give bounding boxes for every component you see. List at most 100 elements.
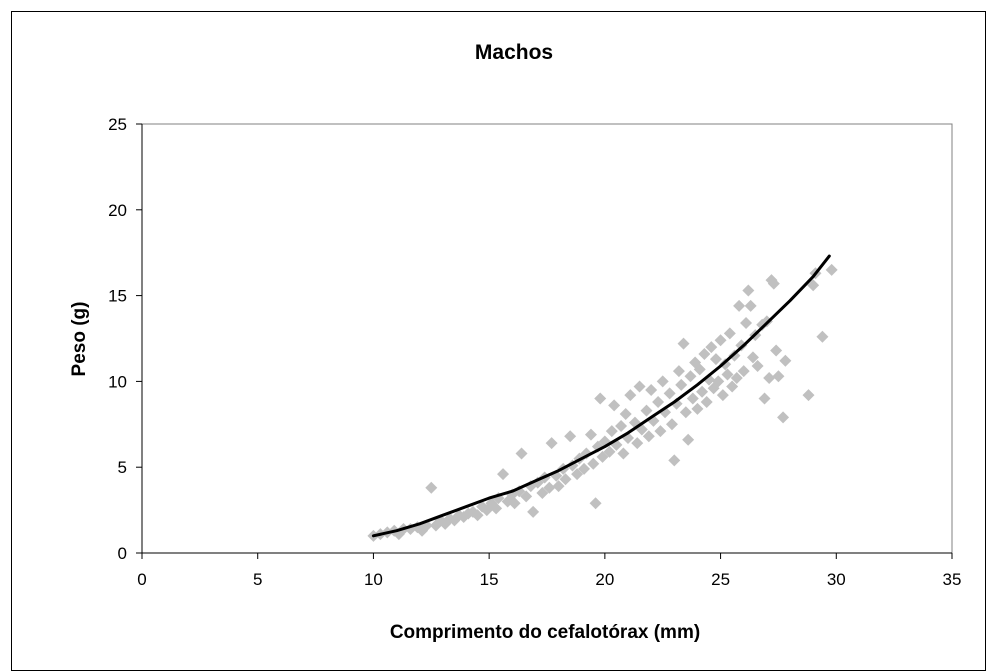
data-point	[807, 279, 820, 292]
y-tick-label: 20	[108, 201, 127, 220]
data-point	[733, 299, 746, 312]
data-point	[709, 353, 722, 366]
data-point	[700, 395, 713, 408]
data-point	[716, 389, 729, 402]
x-tick-label: 20	[595, 570, 614, 589]
data-point	[527, 505, 540, 518]
data-point	[645, 383, 658, 396]
x-tick-label: 15	[480, 570, 499, 589]
x-tick-label: 0	[137, 570, 146, 589]
y-axis: 0 5 10 15 20 25	[108, 115, 143, 563]
x-tick-label: 5	[253, 570, 262, 589]
x-tick-label: 30	[827, 570, 846, 589]
data-point	[490, 502, 503, 515]
data-point	[737, 365, 750, 378]
data-point	[520, 490, 533, 503]
data-point	[679, 406, 692, 419]
data-point	[571, 468, 584, 481]
data-point	[682, 433, 695, 446]
data-point	[677, 337, 690, 350]
data-point	[740, 317, 753, 330]
data-point	[712, 375, 725, 388]
data-point	[501, 495, 514, 508]
data-point	[705, 341, 718, 354]
x-tick-label: 10	[364, 570, 383, 589]
data-point	[825, 263, 838, 276]
x-axis-label: Comprimento do cefalotórax (mm)	[390, 622, 700, 643]
data-point	[536, 486, 549, 499]
data-point	[631, 437, 644, 450]
data-point	[686, 392, 699, 405]
x-axis: 0 5 10 15 20 25 30 35	[137, 552, 961, 589]
data-point	[770, 344, 783, 357]
data-point	[578, 462, 591, 475]
data-point	[652, 395, 665, 408]
data-point	[589, 497, 602, 510]
data-point	[619, 408, 632, 421]
data-point	[723, 327, 736, 340]
data-point	[744, 299, 757, 312]
y-tick-label: 15	[108, 287, 127, 306]
data-point	[508, 497, 521, 510]
data-point	[696, 385, 709, 398]
data-point	[767, 277, 780, 290]
data-point	[545, 437, 558, 450]
data-point	[515, 447, 528, 460]
data-point	[730, 371, 743, 384]
data-point	[742, 284, 755, 297]
data-point	[587, 457, 600, 470]
data-point	[497, 468, 510, 481]
data-point	[763, 371, 776, 384]
data-point	[665, 418, 678, 431]
data-point	[617, 447, 630, 460]
y-tick-label: 0	[118, 544, 127, 563]
data-point	[726, 380, 739, 393]
data-point	[543, 481, 556, 494]
data-point	[605, 425, 618, 438]
data-point	[425, 481, 438, 494]
trend-line	[371, 254, 831, 538]
data-point	[564, 430, 577, 443]
data-point	[691, 402, 704, 415]
y-tick-label: 25	[108, 115, 127, 134]
data-point	[603, 445, 616, 458]
data-point	[471, 509, 484, 522]
data-points	[367, 263, 838, 542]
data-point	[656, 375, 669, 388]
data-point	[640, 404, 653, 417]
data-point	[802, 389, 815, 402]
data-point	[584, 428, 597, 441]
data-point	[663, 387, 676, 400]
y-tick-label: 5	[118, 458, 127, 477]
data-point	[698, 347, 711, 360]
data-point	[596, 450, 609, 463]
data-point	[779, 354, 792, 367]
data-point	[751, 359, 764, 372]
data-point	[608, 399, 621, 412]
data-point	[746, 351, 759, 364]
data-point	[672, 365, 685, 378]
data-point	[714, 334, 727, 347]
y-axis-label: Peso (g)	[69, 302, 90, 377]
data-point	[594, 392, 607, 405]
data-point	[624, 389, 637, 402]
chart-title: Machos	[475, 41, 553, 64]
y-tick-label: 10	[108, 372, 127, 391]
data-point	[476, 500, 489, 513]
data-point	[633, 380, 646, 393]
data-point	[758, 392, 771, 405]
data-point	[777, 411, 790, 424]
data-point	[559, 473, 572, 486]
data-point	[719, 358, 732, 371]
data-point	[684, 370, 697, 383]
data-point	[615, 420, 628, 433]
x-tick-label: 25	[711, 570, 730, 589]
data-point	[675, 378, 688, 391]
data-point	[668, 454, 681, 467]
data-point	[772, 370, 785, 383]
data-point	[721, 368, 734, 381]
data-point	[654, 425, 667, 438]
data-point	[642, 430, 655, 443]
data-point	[552, 480, 565, 493]
